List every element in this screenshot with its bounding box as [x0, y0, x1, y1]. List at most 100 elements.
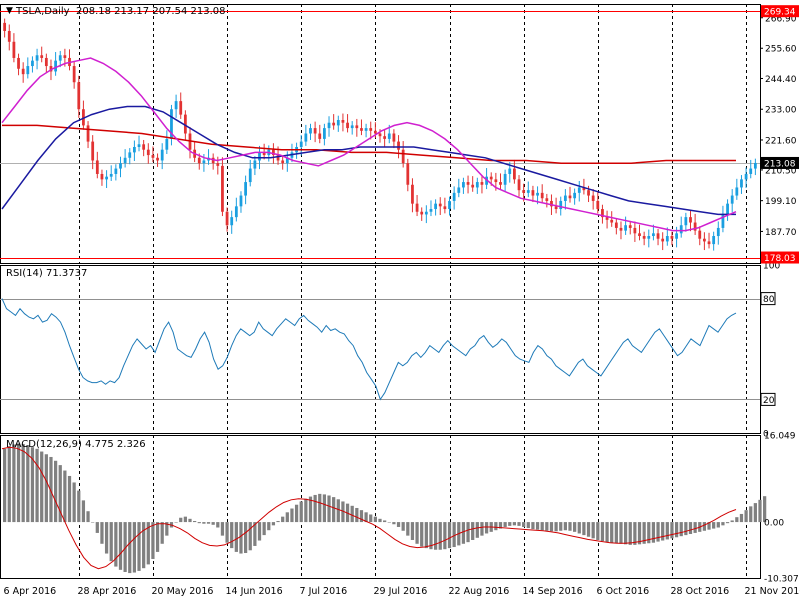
macd-histogram-bar — [239, 522, 243, 554]
macd-histogram-bar — [225, 522, 229, 543]
macd-histogram-bar — [58, 465, 62, 523]
macd-histogram-bar — [503, 522, 507, 527]
macd-histogram-bar — [758, 499, 762, 523]
macd-histogram-bar — [466, 522, 470, 543]
candle-body — [448, 200, 451, 210]
macd-histogram-bar — [716, 522, 720, 528]
macd-histogram-bar — [53, 460, 58, 523]
candle-body — [559, 200, 563, 210]
macd-histogram-bar — [318, 493, 322, 523]
candle-body — [137, 144, 141, 147]
macd-histogram-bar — [707, 522, 711, 530]
macd-histogram-bar — [234, 522, 238, 552]
price-marker-box — [761, 251, 799, 264]
macd-histogram-bar — [735, 517, 739, 523]
macd-histogram-bar — [628, 522, 632, 545]
macd-histogram-bar — [285, 512, 289, 523]
candle-body — [332, 122, 336, 126]
macd-histogram-bar — [355, 507, 359, 523]
macd-histogram-bar — [12, 444, 16, 523]
macd-histogram-bar — [688, 522, 693, 535]
macd-tick-label: 0.00 — [764, 519, 784, 529]
macd-histogram-bar — [447, 522, 452, 549]
macd-histogram-bar — [739, 513, 744, 523]
macd-histogram-bar — [586, 522, 591, 537]
candle-body — [248, 168, 252, 183]
macd-histogram-bar — [670, 522, 674, 539]
candle-body — [12, 41, 16, 58]
candle-body — [397, 141, 400, 150]
macd-histogram-bar — [721, 522, 725, 526]
macd-histogram-bar — [336, 499, 340, 523]
candle-body — [619, 227, 623, 231]
candle-body — [591, 195, 595, 201]
candle-body — [554, 206, 558, 210]
macd-histogram-bar — [712, 522, 716, 529]
candle-body — [346, 122, 349, 129]
macd-histogram-bar — [230, 522, 234, 549]
rsi-tick-label: 80 — [763, 295, 775, 305]
macd-histogram-bar — [582, 522, 586, 536]
y-tick-label: 266.90 — [765, 14, 797, 24]
candle-body — [517, 179, 521, 191]
y-tick-label: 210.50 — [765, 166, 797, 176]
candle-body — [109, 173, 113, 177]
macd-histogram-bar — [81, 500, 86, 523]
macd-histogram-bar — [188, 518, 192, 523]
macd-histogram-bar — [142, 522, 146, 569]
macd-histogram-bar — [679, 522, 683, 537]
macd-histogram-bar — [642, 522, 646, 544]
macd-histogram-bar — [160, 522, 164, 544]
macd-histogram-bar — [378, 518, 382, 523]
candle-body — [438, 203, 442, 207]
macd-histogram-bar — [290, 508, 294, 523]
candle-body — [58, 55, 62, 61]
ma-slow-line — [2, 124, 736, 164]
macd-histogram-bar — [554, 522, 558, 532]
macd-histogram-bar — [202, 522, 206, 524]
price-marker-box — [761, 5, 799, 18]
candle-body — [211, 157, 215, 164]
candle-body — [123, 157, 127, 164]
macd-histogram-bar — [693, 522, 697, 533]
macd-histogram-bar — [600, 522, 605, 542]
macd-histogram-bar — [137, 522, 141, 571]
macd-histogram-bar — [67, 475, 72, 523]
candle-body — [197, 157, 201, 164]
rsi-tick-label: 0 — [763, 430, 769, 440]
candle-body — [401, 149, 405, 164]
macd-histogram-bar — [193, 520, 197, 523]
candle-body — [3, 22, 7, 31]
candle-body — [573, 192, 577, 199]
candle-body — [587, 190, 590, 196]
macd-histogram-bar — [429, 522, 433, 550]
x-tick-label: 28 Oct 2016 — [671, 586, 730, 597]
candle-body — [276, 155, 280, 161]
macd-histogram-bar — [614, 522, 618, 544]
x-tick-label: 6 Apr 2016 — [4, 586, 57, 597]
candle-body — [568, 195, 572, 199]
candle-body — [614, 222, 618, 228]
macd-histogram-bar — [91, 522, 95, 523]
macd-histogram-bar — [725, 522, 730, 524]
macd-histogram-bar — [95, 522, 99, 533]
candle-body — [40, 55, 44, 58]
candle-body — [707, 241, 711, 245]
header-arrow[interactable]: ▼ — [6, 6, 13, 16]
macd-histogram-bar — [35, 448, 39, 523]
macd-histogram-bar — [498, 522, 503, 529]
macd-histogram-bar — [494, 522, 498, 531]
candle-body — [452, 192, 456, 201]
candle-body — [679, 225, 683, 234]
macd-histogram-bar — [26, 445, 30, 523]
candle-body — [730, 195, 734, 204]
macd-histogram-bar — [248, 522, 252, 551]
candle-body — [545, 198, 549, 201]
candle-body — [716, 227, 720, 237]
candle-body — [105, 176, 108, 180]
candle-body — [693, 222, 697, 231]
macd-histogram-bar — [480, 522, 484, 536]
macd-histogram-bar — [396, 522, 401, 527]
candle-body — [160, 149, 164, 161]
candle-body — [285, 157, 289, 164]
